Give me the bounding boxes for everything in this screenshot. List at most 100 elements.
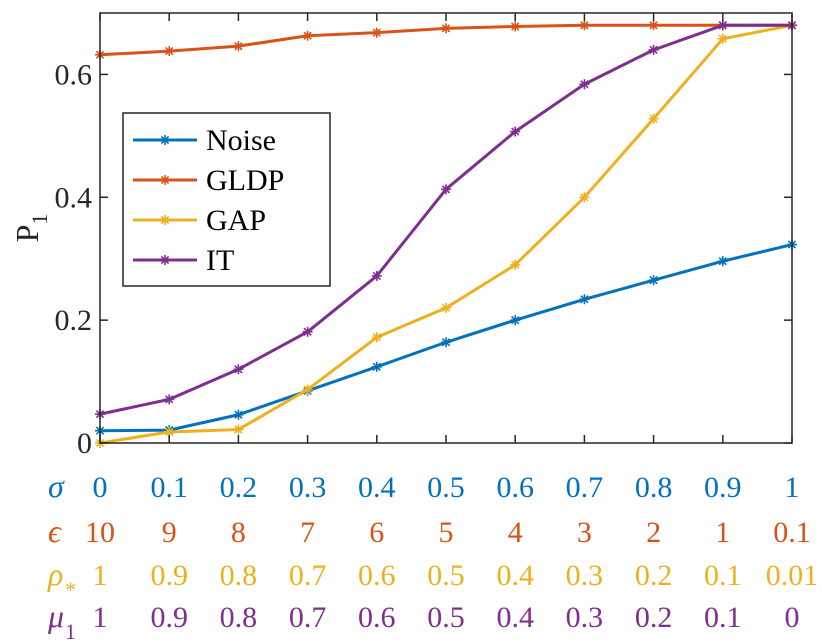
parameter-row-symbol: ϵ — [48, 513, 62, 549]
series-gldp — [95, 20, 797, 60]
parameter-row-subscript: * — [65, 577, 76, 602]
y-tick-label: 0.6 — [55, 58, 93, 91]
parameter-row-2: ρ * 1 0.9 0.8 0.7 0.6 0.5 0.4 0.3 0.2 0.1 0.01 — [47, 556, 818, 602]
legend-label-it: IT — [206, 244, 234, 277]
data-point-it-3-d2 — [303, 327, 312, 336]
x-tick-label: 1 — [93, 559, 108, 592]
x-tick-label: 5 — [439, 516, 454, 549]
data-point-gap-3 — [302, 384, 313, 395]
x-tick-label: 0.8 — [220, 559, 258, 592]
x-tick-label: 0.9 — [150, 559, 188, 592]
x-tick-label: 0.9 — [150, 601, 188, 634]
legend-item-noise: Noise — [133, 124, 276, 157]
data-point-noise-9 — [717, 256, 728, 267]
parameter-row-1: ϵ 10 9 8 7 6 5 4 3 2 1 0.1 — [48, 513, 811, 549]
data-point-it-8 — [648, 44, 659, 55]
data-point-gldp-2-d2 — [234, 42, 243, 51]
x-tick-label: 0 — [93, 471, 108, 504]
data-point-gldp-7-d2 — [580, 21, 589, 30]
x-tick-label: 1 — [715, 516, 730, 549]
x-tick-label: 1 — [785, 471, 800, 504]
x-tick-label: 7 — [300, 516, 315, 549]
data-point-gldp-8-d2 — [649, 21, 658, 30]
data-point-gap-2 — [233, 424, 244, 435]
x-tick-label: 0.3 — [289, 471, 327, 504]
legend-marker-gldp — [160, 175, 170, 185]
x-tick-label: 0.4 — [496, 559, 534, 592]
data-point-gap-4-d2 — [372, 333, 381, 342]
legend-item-gap: GAP — [133, 204, 266, 237]
data-point-gldp-3 — [302, 30, 313, 41]
data-point-noise-4 — [371, 361, 382, 372]
data-point-it-2-d2 — [234, 365, 243, 374]
data-point-it-6 — [510, 126, 521, 137]
legend-label-noise: Noise — [206, 124, 276, 157]
data-point-it-5-d2 — [441, 185, 451, 194]
x-tick-label: 10 — [85, 516, 115, 549]
data-point-it-4 — [371, 270, 382, 281]
x-tick-label: 1 — [93, 601, 108, 634]
y-axis-title-main: P — [9, 225, 45, 243]
parameter-row-symbol: μ — [47, 598, 64, 634]
parameter-row-symbol: σ — [48, 468, 65, 504]
data-point-it-9 — [717, 20, 728, 31]
x-tick-label: 0.7 — [566, 471, 604, 504]
x-tick-label: 0.3 — [566, 559, 604, 592]
x-tick-label: 0.2 — [220, 471, 258, 504]
data-point-it-8-d2 — [649, 45, 658, 55]
x-tick-label: 3 — [577, 516, 592, 549]
data-point-gap-2-d2 — [234, 425, 243, 434]
data-point-it-2 — [233, 364, 244, 375]
data-point-gap-7-d2 — [580, 193, 589, 202]
x-tick-label: 0.1 — [704, 559, 742, 592]
x-tick-label: 0.1 — [773, 516, 811, 549]
data-point-noise-7-d2 — [580, 295, 589, 304]
data-point-noise-9-d2 — [718, 257, 727, 266]
data-point-noise-6-d2 — [511, 315, 520, 325]
x-tick-label: 2 — [646, 516, 661, 549]
x-tick-label: 0.5 — [427, 601, 465, 634]
data-point-noise-5-d2 — [441, 338, 451, 347]
data-point-gldp-5-d2 — [441, 24, 451, 33]
data-point-it-9-d2 — [718, 21, 727, 30]
data-point-gldp-6 — [510, 21, 521, 32]
legend-label-gldp: GLDP — [206, 164, 284, 197]
data-point-gap-9-d2 — [718, 34, 727, 43]
data-point-gldp-6-d2 — [511, 22, 520, 31]
legend-marker-gldp-d2 — [160, 175, 170, 185]
legend-marker-gap-d2 — [160, 215, 170, 225]
data-point-gldp-1-d2 — [165, 46, 174, 56]
x-tick-label: 0 — [785, 601, 800, 634]
x-tick-label: 0.6 — [358, 601, 396, 634]
data-point-gldp-4-d2 — [372, 28, 381, 37]
x-tick-label: 9 — [162, 516, 177, 549]
data-point-gap-6-d2 — [511, 260, 520, 270]
data-point-it-4-d2 — [372, 271, 381, 281]
data-point-it-7 — [579, 79, 590, 90]
legend-marker-it — [160, 255, 170, 265]
data-point-noise-2 — [233, 409, 244, 420]
data-point-it-1 — [164, 394, 175, 405]
y-tick-label: 0.2 — [55, 304, 93, 337]
data-point-it-1-d2 — [165, 395, 174, 404]
data-point-noise-2-d2 — [234, 410, 243, 419]
x-tick-label: 0.5 — [427, 559, 465, 592]
x-tick-label: 0.4 — [496, 601, 534, 634]
y-axis-title: P1 — [9, 214, 52, 243]
data-point-gap-9 — [717, 33, 728, 44]
legend-box — [122, 112, 331, 287]
data-point-gldp-7 — [579, 20, 590, 31]
x-tick-label: 0.8 — [220, 601, 258, 634]
x-tick-label: 0.7 — [289, 601, 327, 634]
data-point-it-6-d2 — [511, 127, 520, 136]
parameter-row-3: μ 1 1 0.9 0.8 0.7 0.6 0.5 0.4 0.3 0.2 0.1 0 — [47, 598, 800, 643]
legend-marker-gap — [160, 215, 170, 225]
data-point-gldp-3-d2 — [303, 31, 312, 40]
data-point-gap-5-d2 — [441, 303, 451, 313]
legend-marker-it-d2 — [160, 255, 170, 265]
x-tick-label: 0.9 — [704, 471, 742, 504]
x-tick-label: 6 — [369, 516, 384, 549]
x-tick-label: 0.4 — [358, 471, 396, 504]
data-point-noise-4-d2 — [372, 362, 381, 371]
x-tick-label: 0.6 — [496, 471, 534, 504]
